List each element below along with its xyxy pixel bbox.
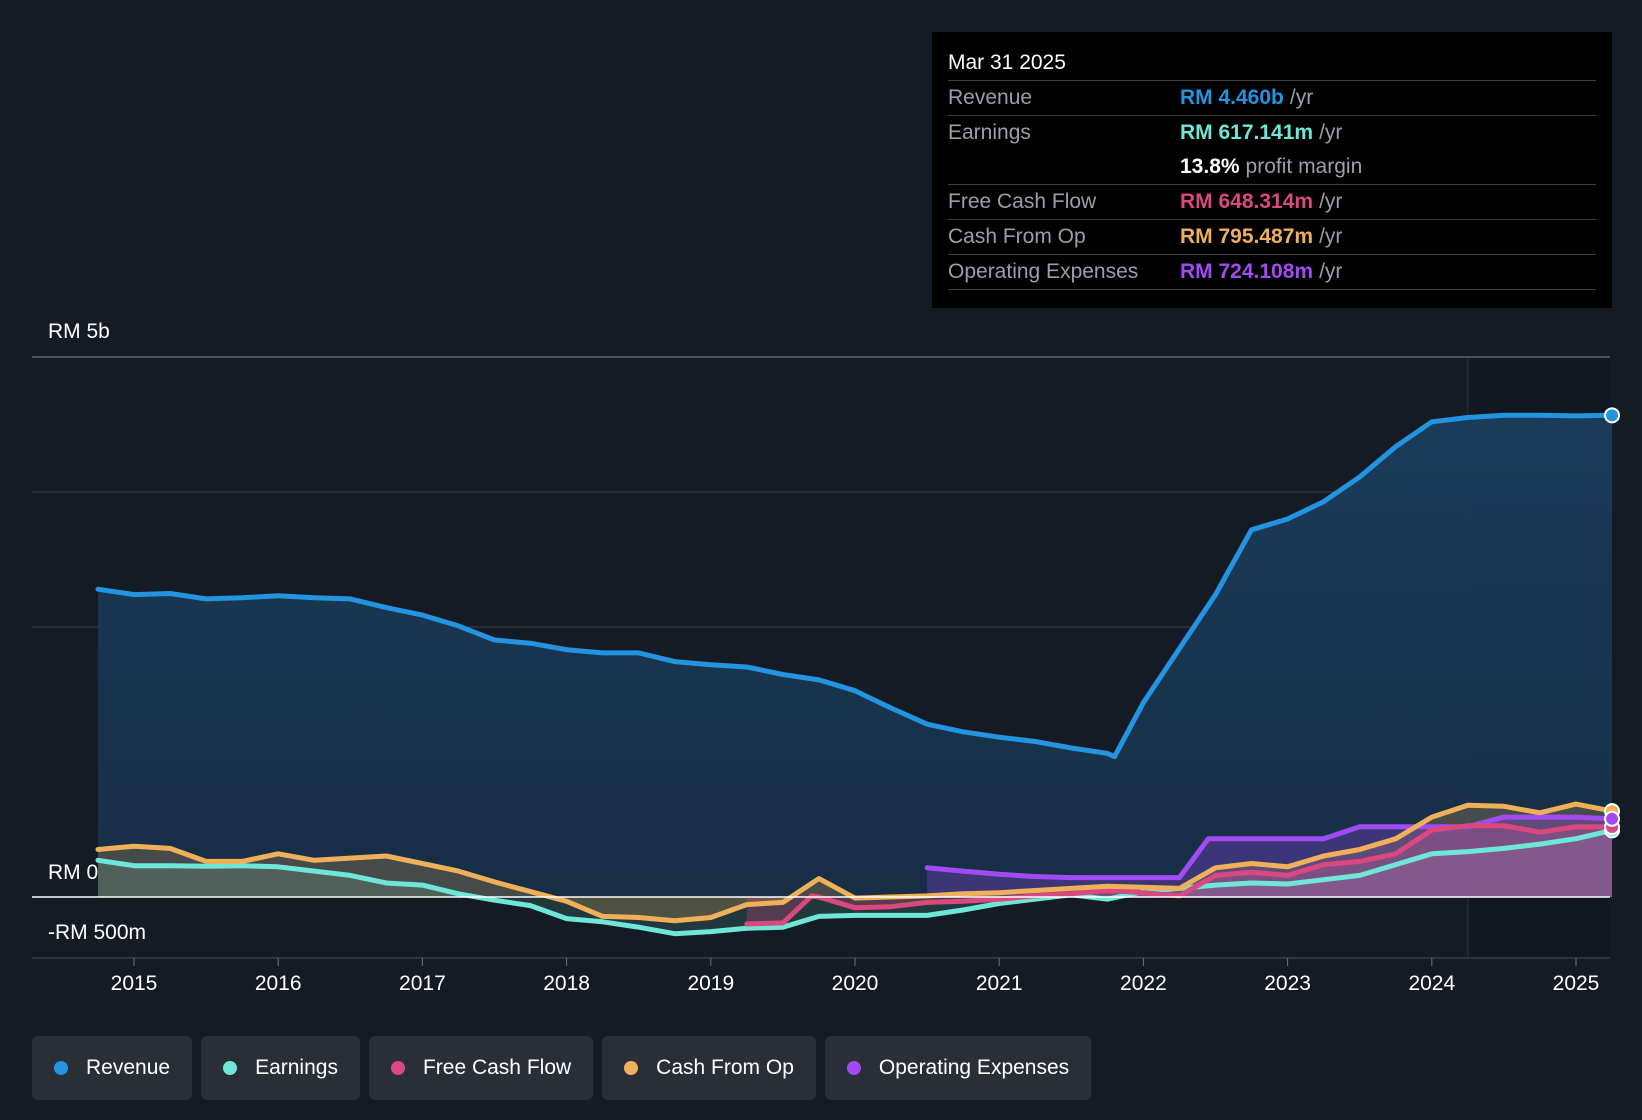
chart-legend: Revenue Earnings Free Cash Flow Cash Fro… xyxy=(32,1036,1100,1100)
legend-item-cash-from-op[interactable]: Cash From Op xyxy=(602,1036,816,1100)
x-tick-label: 2023 xyxy=(1264,972,1311,995)
legend-dot-icon xyxy=(54,1061,68,1075)
y-tick-label-top: RM 5b xyxy=(48,320,110,343)
legend-item-earnings[interactable]: Earnings xyxy=(201,1036,360,1100)
cash-from-op-line xyxy=(95,801,1615,924)
tooltip-row-free-cash-flow: Free Cash Flow RM 648.314m /yr xyxy=(948,184,1596,219)
x-axis: 2015 2016 2017 2018 2019 2020 2021 2022 2023 2024… xyxy=(111,958,1600,995)
tooltip-label xyxy=(948,150,1180,184)
x-tick-label: 2024 xyxy=(1408,972,1455,995)
cash-from-op-area xyxy=(98,804,1612,921)
x-tick-label: 2017 xyxy=(399,972,446,995)
tooltip-row-profit-margin: 13.8% profit margin xyxy=(948,150,1596,184)
tooltip-unit: /yr xyxy=(1319,225,1343,248)
legend-label: Free Cash Flow xyxy=(422,1056,572,1079)
tooltip-row-earnings: Earnings RM 617.141m /yr xyxy=(948,115,1596,150)
legend-dot-icon xyxy=(390,1061,405,1075)
x-tick-label: 2021 xyxy=(976,972,1023,995)
legend-label: Cash From Op xyxy=(656,1056,794,1079)
tooltip-row-cash-from-op: Cash From Op RM 795.487m /yr xyxy=(948,219,1596,254)
tooltip-unit: profit margin xyxy=(1245,155,1363,178)
revenue-area xyxy=(98,415,1612,897)
legend-label: Earnings xyxy=(255,1056,338,1079)
earnings-line xyxy=(95,827,1615,937)
legend-item-free-cash-flow[interactable]: Free Cash Flow xyxy=(368,1036,594,1100)
tooltip-label: Earnings xyxy=(948,121,1031,144)
y-tick-label-zero: RM 0 xyxy=(48,861,99,884)
x-tick-label: 2015 xyxy=(111,972,158,995)
legend-dot-icon xyxy=(624,1061,639,1075)
line-layer xyxy=(32,407,1621,937)
free-cash-flow-line xyxy=(744,823,1615,927)
tooltip-value: RM 648.314m xyxy=(1180,190,1314,213)
operating-expenses-end-marker xyxy=(1604,810,1621,827)
legend-label: Revenue xyxy=(86,1056,171,1079)
revenue-line xyxy=(95,412,1615,760)
tooltip-unit: /yr xyxy=(1319,260,1343,283)
tooltip-row-operating-expenses: Operating Expenses RM 724.108m /yr xyxy=(948,254,1596,290)
x-tick-label: 2020 xyxy=(832,972,879,995)
tooltip-label: Free Cash Flow xyxy=(948,190,1097,213)
y-tick-label-bottom: -RM 500m xyxy=(48,921,147,944)
tooltip-value: 13.8% xyxy=(1180,155,1240,178)
tooltip-value: RM 4.460b xyxy=(1180,86,1284,109)
tooltip-label: Cash From Op xyxy=(948,225,1086,248)
legend-label: Operating Expenses xyxy=(878,1056,1070,1079)
legend-dot-icon xyxy=(223,1061,238,1075)
tooltip-unit: /yr xyxy=(1319,121,1343,144)
tooltip-row-revenue: Revenue RM 4.460b /yr xyxy=(948,80,1596,115)
tooltip-unit: /yr xyxy=(1319,190,1343,213)
tooltip-value: RM 795.487m xyxy=(1180,225,1314,248)
x-tick-label: 2025 xyxy=(1553,972,1600,995)
legend-item-revenue[interactable]: Revenue xyxy=(32,1036,193,1100)
x-tick-label: 2018 xyxy=(543,972,590,995)
tooltip-label: Revenue xyxy=(948,86,1033,109)
data-tooltip: Mar 31 2025 Revenue RM 4.460b /yr Earnin… xyxy=(932,32,1612,308)
x-tick-label: 2022 xyxy=(1120,972,1167,995)
operating-expenses-area xyxy=(927,817,1612,897)
tooltip-value: RM 617.141m xyxy=(1180,121,1314,144)
legend-dot-icon xyxy=(846,1061,861,1075)
tooltip-unit: /yr xyxy=(1289,86,1314,109)
revenue-end-marker xyxy=(1604,407,1621,424)
operating-expenses-line xyxy=(924,814,1615,881)
tooltip-value: RM 724.108m xyxy=(1180,260,1314,283)
tooltip-label: Operating Expenses xyxy=(948,260,1139,283)
legend-item-operating-expenses[interactable]: Operating Expenses xyxy=(824,1036,1092,1100)
x-tick-label: 2016 xyxy=(255,972,302,995)
x-tick-label: 2019 xyxy=(687,972,734,995)
tooltip-date: Mar 31 2025 xyxy=(948,51,1066,74)
